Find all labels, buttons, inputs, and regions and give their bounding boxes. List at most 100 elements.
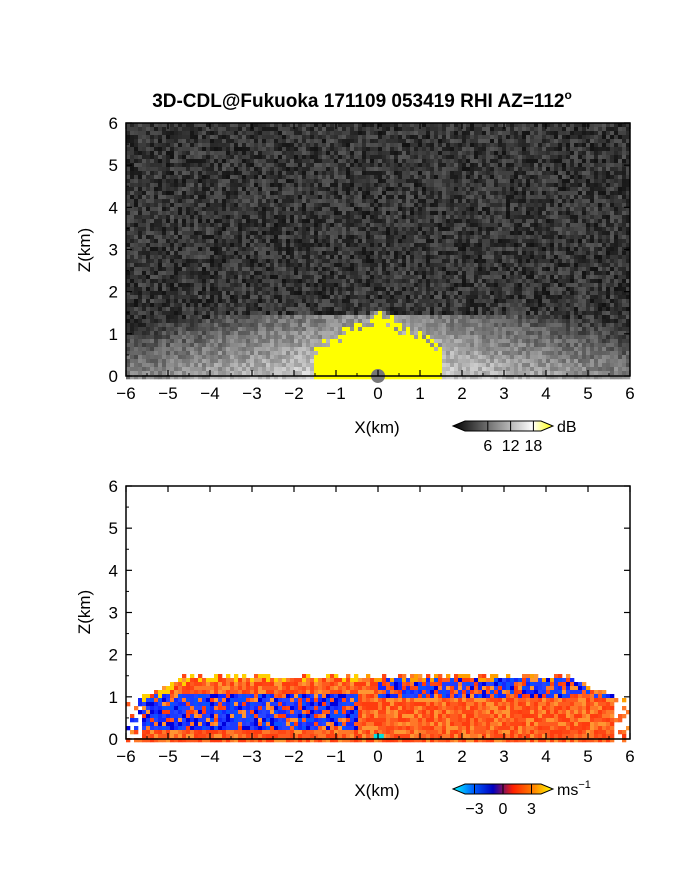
reflectivity-cell — [282, 159, 287, 164]
reflectivity-cell — [450, 167, 455, 172]
reflectivity-cell — [578, 251, 583, 256]
reflectivity-cell — [250, 147, 255, 152]
reflectivity-cell — [326, 147, 331, 152]
reflectivity-cell — [158, 183, 163, 188]
reflectivity-cell — [178, 195, 183, 200]
reflectivity-cell — [382, 255, 387, 260]
reflectivity-cell — [498, 187, 503, 192]
reflectivity-cell — [618, 275, 623, 280]
reflectivity-cell — [482, 155, 487, 160]
reflectivity-cell — [298, 127, 303, 132]
reflectivity-cell — [226, 255, 231, 260]
reflectivity-cell — [306, 139, 311, 144]
reflectivity-cell — [186, 131, 191, 136]
reflectivity-cell — [314, 279, 319, 284]
reflectivity-cell — [218, 167, 223, 172]
reflectivity-cell — [454, 239, 459, 244]
reflectivity-cell — [510, 203, 515, 208]
reflectivity-cell — [398, 215, 403, 220]
reflectivity-cell — [346, 151, 351, 156]
reflectivity-cell — [366, 147, 371, 152]
reflectivity-cell — [542, 259, 547, 264]
reflectivity-cell — [438, 167, 443, 172]
reflectivity-cell — [510, 135, 515, 140]
reflectivity-cell — [314, 251, 319, 256]
reflectivity-cell — [534, 139, 539, 144]
reflectivity-cell — [382, 267, 387, 272]
reflectivity-cell — [438, 199, 443, 204]
reflectivity-cell — [286, 183, 291, 188]
reflectivity-cell — [170, 147, 175, 152]
reflectivity-cell — [138, 167, 143, 172]
reflectivity-cell — [142, 199, 147, 204]
reflectivity-cell — [230, 223, 235, 228]
reflectivity-cell — [502, 171, 507, 176]
reflectivity-cell — [454, 251, 459, 256]
reflectivity-cell — [546, 259, 551, 264]
reflectivity-cell — [350, 215, 355, 220]
reflectivity-cell — [334, 259, 339, 264]
reflectivity-cell — [558, 219, 563, 224]
reflectivity-cell — [214, 247, 219, 252]
reflectivity-cell — [514, 179, 519, 184]
reflectivity-cell — [482, 235, 487, 240]
reflectivity-cell — [378, 199, 383, 204]
reflectivity-cell — [538, 239, 543, 244]
reflectivity-cell — [162, 215, 167, 220]
reflectivity-cell — [558, 247, 563, 252]
reflectivity-cell — [254, 275, 259, 280]
reflectivity-cell — [454, 223, 459, 228]
reflectivity-cell — [182, 271, 187, 276]
reflectivity-cell — [350, 267, 355, 272]
reflectivity-cell — [314, 127, 319, 132]
reflectivity-cell — [506, 223, 511, 228]
reflectivity-cell — [390, 219, 395, 224]
reflectivity-cell — [574, 183, 579, 188]
reflectivity-cell — [290, 191, 295, 196]
reflectivity-cell — [386, 203, 391, 208]
reflectivity-cell — [278, 183, 283, 188]
reflectivity-cell — [186, 127, 191, 132]
reflectivity-cell — [274, 271, 279, 276]
reflectivity-cell — [522, 127, 527, 132]
reflectivity-cell — [546, 179, 551, 184]
reflectivity-cell — [558, 271, 563, 276]
reflectivity-cell — [402, 139, 407, 144]
reflectivity-cell — [294, 211, 299, 216]
reflectivity-cell — [194, 163, 199, 168]
reflectivity-cell — [318, 179, 323, 184]
reflectivity-cell — [610, 191, 615, 196]
reflectivity-cell — [550, 187, 555, 192]
reflectivity-cell — [610, 135, 615, 140]
reflectivity-cell — [442, 183, 447, 188]
reflectivity-cell — [174, 135, 179, 140]
reflectivity-cell — [234, 227, 239, 232]
reflectivity-cell — [374, 259, 379, 264]
reflectivity-cell — [366, 247, 371, 252]
reflectivity-cell — [350, 247, 355, 252]
reflectivity-cell — [414, 179, 419, 184]
reflectivity-cell — [494, 203, 499, 208]
reflectivity-cell — [474, 275, 479, 280]
reflectivity-cell — [206, 279, 211, 284]
reflectivity-cell — [394, 147, 399, 152]
reflectivity-cell — [622, 151, 627, 156]
reflectivity-cell — [338, 243, 343, 248]
reflectivity-cell — [438, 243, 443, 248]
reflectivity-cell — [534, 167, 539, 172]
reflectivity-cell — [374, 239, 379, 244]
reflectivity-cell — [158, 235, 163, 240]
reflectivity-cell — [138, 275, 143, 280]
reflectivity-cell — [398, 159, 403, 164]
reflectivity-cell — [294, 271, 299, 276]
reflectivity-cell — [526, 259, 531, 264]
reflectivity-cell — [266, 179, 271, 184]
reflectivity-cell — [426, 239, 431, 244]
reflectivity-cell — [494, 155, 499, 160]
reflectivity-cell — [294, 275, 299, 280]
reflectivity-cell — [566, 275, 571, 280]
reflectivity-cell — [202, 263, 207, 268]
reflectivity-cell — [446, 131, 451, 136]
reflectivity-cell — [274, 203, 279, 208]
reflectivity-cell — [226, 271, 231, 276]
